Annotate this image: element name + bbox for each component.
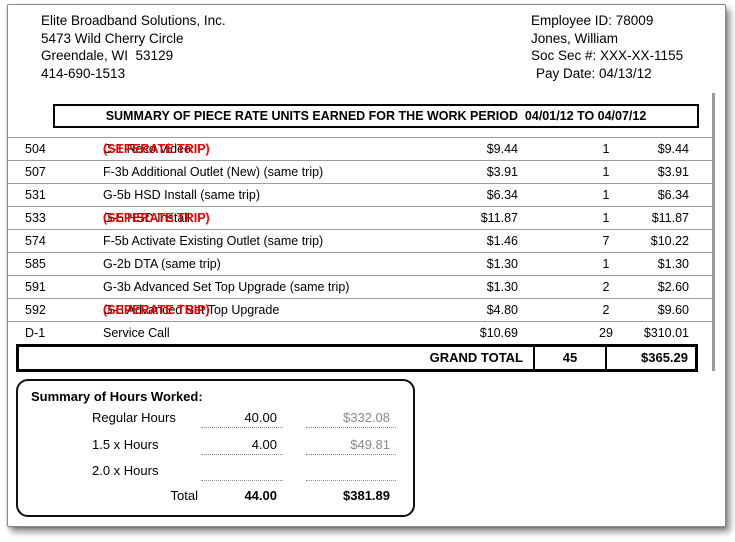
- hours-row-label: 1.5 x Hours: [92, 437, 159, 452]
- row-description-text: C-1 Reco Video: [103, 142, 195, 156]
- row-rate: $4.80: [486, 303, 518, 317]
- company-name: Elite Broadband Solutions, Inc.: [41, 13, 226, 28]
- hours-total-amount: $381.89: [343, 488, 390, 503]
- table-row: 574 F-5b Activate Existing Outlet (same …: [8, 229, 714, 252]
- row-code: 504: [25, 142, 46, 156]
- hours-summary-box: Summary of Hours Worked: Regular Hours 4…: [16, 379, 415, 517]
- row-rate: $9.44: [486, 142, 518, 156]
- row-code: 591: [25, 280, 46, 294]
- hours-row-hours: 40.00: [201, 409, 283, 428]
- hours-total-label: Total: [170, 488, 198, 503]
- row-description-highlight: (SEPERATE TRIP): [103, 303, 210, 317]
- row-quantity: 1: [602, 211, 610, 225]
- row-quantity: 29: [599, 326, 613, 340]
- hours-row-regular: Regular Hours 40.00 $332.08: [18, 409, 413, 430]
- company-address-line2: Greendale, WI 53129: [41, 48, 174, 63]
- row-description-highlight: (SEPERATE TRIP): [103, 142, 210, 156]
- employee-info-block: Employee ID: 78009 Jones, William Soc Se…: [531, 12, 683, 82]
- row-amount: $2.60: [657, 280, 689, 294]
- row-code: 507: [25, 165, 46, 179]
- hours-row-amount: [306, 462, 396, 481]
- pay-date: Pay Date: 04/13/12: [536, 65, 652, 81]
- hours-row-label: 2.0 x Hours: [92, 463, 159, 478]
- row-rate: $11.87: [480, 211, 518, 225]
- row-rate: $6.34: [486, 188, 518, 202]
- hours-row-hours: 4.00: [201, 436, 283, 455]
- row-quantity: 1: [602, 142, 610, 156]
- row-description-text: F-3b Additional Outlet (New) (same trip): [103, 165, 324, 179]
- table-row: 507 F-3b Additional Outlet (New) (same t…: [8, 160, 714, 183]
- hours-total-hours: 44.00: [244, 488, 277, 503]
- row-quantity: 1: [602, 165, 610, 179]
- table-row: 592 G-3 Advanced Set Top Upgrade (SEPERA…: [8, 298, 714, 321]
- company-address-block: Elite Broadband Solutions, Inc. 5473 Wil…: [41, 12, 226, 82]
- table-row: 531 G-5b HSD Install (same trip) $6.34 1…: [8, 183, 714, 206]
- row-code: 585: [25, 257, 46, 271]
- row-description-text: G-2b DTA (same trip): [103, 257, 221, 271]
- table-right-rule: [712, 93, 715, 371]
- table-row: 533 G-5 HSD Install (SEPERATE TRIP) $11.…: [8, 206, 714, 229]
- row-rate: $1.30: [486, 280, 518, 294]
- row-amount: $9.44: [657, 142, 689, 156]
- employee-name: Jones, William: [531, 30, 619, 46]
- row-quantity: 2: [602, 280, 610, 294]
- summary-table-title: SUMMARY OF PIECE RATE UNITS EARNED FOR T…: [53, 104, 699, 128]
- row-rate: $1.30: [486, 257, 518, 271]
- grand-total-row: GRAND TOTAL 45 $365.29: [16, 344, 698, 372]
- hours-row-overtime-2-0x: 2.0 x Hours: [18, 462, 413, 483]
- table-row: D-1 Service Call $10.69 29 $310.01: [8, 321, 714, 344]
- row-amount: $11.87: [651, 211, 689, 225]
- grand-total-label: GRAND TOTAL: [19, 347, 535, 369]
- hours-row-amount: $49.81: [306, 436, 396, 455]
- company-address-line1: 5473 Wild Cherry Circle: [41, 30, 184, 46]
- grand-total-quantity: 45: [535, 347, 607, 369]
- row-amount: $1.30: [657, 257, 689, 271]
- row-quantity: 1: [602, 257, 610, 271]
- table-row: 585 G-2b DTA (same trip) $1.30 1 $1.30: [8, 252, 714, 275]
- row-amount: $6.34: [657, 188, 689, 202]
- row-code: 533: [25, 211, 46, 225]
- row-code: 574: [25, 234, 46, 248]
- row-code: D-1: [25, 326, 46, 340]
- row-description-highlight: (SEPERATE TRIP): [103, 211, 210, 225]
- row-rate: $1.46: [486, 234, 518, 248]
- row-description-text: Service Call: [103, 326, 170, 340]
- hours-total-row: Total 44.00 $381.89: [18, 487, 413, 508]
- table-row: 591 G-3b Advanced Set Top Upgrade (same …: [8, 275, 714, 298]
- row-amount: $10.22: [650, 234, 689, 248]
- pay-statement-page: Elite Broadband Solutions, Inc. 5473 Wil…: [7, 4, 726, 527]
- hours-summary-title: Summary of Hours Worked:: [31, 389, 203, 404]
- row-quantity: 7: [602, 234, 610, 248]
- row-rate: $10.69: [479, 326, 518, 340]
- row-amount: $9.60: [657, 303, 689, 317]
- row-description-text: G-3 Advanced Set Top Upgrade: [103, 303, 283, 317]
- grand-total-amount: $365.29: [641, 350, 688, 365]
- row-code: 592: [25, 303, 46, 317]
- row-quantity: 1: [602, 188, 610, 202]
- row-amount: $310.01: [643, 326, 689, 340]
- table-row: 504 C-1 Reco Video (SEPERATE TRIP) $9.44…: [8, 137, 714, 160]
- row-description-text: G-3b Advanced Set Top Upgrade (same trip…: [103, 280, 350, 294]
- hours-row-overtime-1-5x: 1.5 x Hours 4.00 $49.81: [18, 436, 413, 457]
- piece-rate-table: 504 C-1 Reco Video (SEPERATE TRIP) $9.44…: [8, 137, 714, 344]
- row-description-text: G-5 HSD Install: [103, 211, 194, 225]
- row-amount: $3.91: [657, 165, 689, 179]
- hours-row-hours: [201, 462, 283, 481]
- row-description-text: G-5b HSD Install (same trip): [103, 188, 260, 202]
- hours-row-amount: $332.08: [306, 409, 396, 428]
- row-description-text: F-5b Activate Existing Outlet (same trip…: [103, 234, 324, 248]
- employee-ssn: Soc Sec #: XXX-XX-1155: [531, 48, 684, 63]
- row-code: 531: [25, 188, 46, 202]
- row-rate: $3.91: [486, 165, 518, 179]
- row-quantity: 2: [602, 303, 610, 317]
- hours-row-label: Regular Hours: [92, 410, 176, 425]
- employee-id: Employee ID: 78009: [531, 13, 654, 28]
- company-phone: 414-690-1513: [41, 65, 126, 81]
